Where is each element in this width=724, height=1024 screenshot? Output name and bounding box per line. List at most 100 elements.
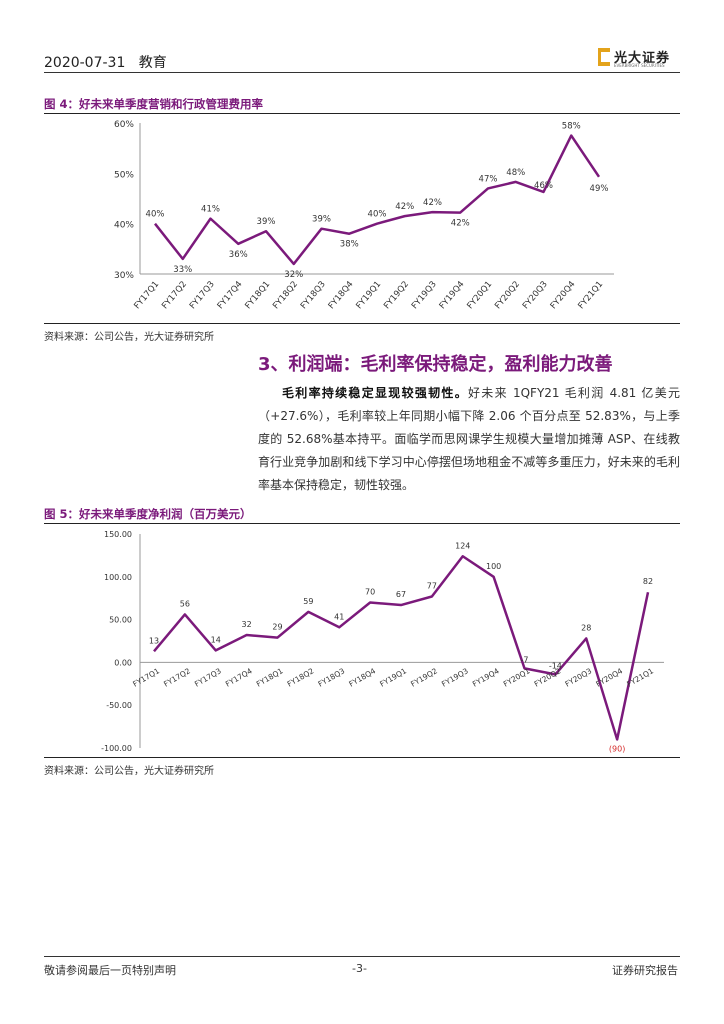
y-tick-label: 100.00	[104, 573, 132, 582]
figure5-title: 图 5：好未来单季度净利润（百万美元）	[44, 507, 252, 521]
x-tick-label: FY17Q4	[216, 280, 245, 312]
data-label: 47%	[479, 174, 498, 184]
paragraph-body: 好未来 1QFY21 毛利润 4.81 亿美元（+27.6%），毛利率较上年同期…	[258, 386, 680, 492]
figure4-chart: 30% 40% 50% 60% 40% FY17Q1 33% FY17Q2 41% FY17Q3 3…	[114, 120, 614, 312]
x-tick-label: FY19Q3	[410, 280, 439, 312]
x-tick-label: FY19Q2	[382, 280, 411, 312]
y-tick-label: 0.00	[114, 658, 132, 667]
figure5-top-rule	[44, 523, 680, 524]
figure5-chart: -100.00 -50.00 0.00 50.00 100.00 150.00 13 FY17…	[101, 530, 664, 753]
brand-logo: 光大证券 EVERBRIGHT SECURITIES	[598, 46, 682, 70]
x-tick-label: FY19Q2	[409, 666, 439, 688]
footer-rule	[44, 956, 680, 957]
data-label: 32%	[284, 270, 303, 280]
y-tick-label: 50.00	[109, 616, 132, 625]
data-label: 39%	[257, 217, 276, 227]
x-tick-label: FY18Q1	[243, 280, 272, 312]
x-tick-label: FY18Q3	[317, 666, 347, 688]
y-tick-label: 50%	[114, 170, 134, 180]
logo-name: 光大证券	[614, 51, 671, 66]
data-label: 40%	[146, 210, 165, 220]
data-label: 49%	[590, 184, 609, 194]
x-tick-label: FY18Q2	[286, 666, 316, 688]
data-label: 42%	[423, 198, 442, 208]
x-tick-label: FY19Q1	[378, 666, 408, 688]
data-label: 38%	[340, 240, 359, 250]
data-label: 42%	[395, 202, 414, 212]
figure5-source: 资料来源：公司公告，光大证券研究所	[44, 766, 214, 777]
section-paragraph: 毛利率持续稳定显现较强韧性。好未来 1QFY21 毛利润 4.81 亿美元（+2…	[258, 382, 680, 497]
data-label: (90)	[609, 744, 625, 753]
data-label: 70	[365, 587, 375, 596]
data-label: 100	[486, 562, 501, 571]
footer-disclaimer: 敬请参阅最后一页特别声明	[44, 964, 176, 977]
x-tick-label: FY19Q1	[354, 280, 383, 312]
x-tick-label: FY18Q2	[271, 280, 300, 312]
y-tick-label: 40%	[114, 221, 134, 231]
x-tick-label: FY17Q3	[193, 666, 223, 688]
x-tick-label: FY17Q2	[162, 666, 192, 688]
data-label: 124	[455, 541, 470, 550]
data-label: 82	[643, 577, 653, 586]
x-tick-label: FY18Q1	[255, 666, 285, 688]
figure4-title: 图 4：好未来单季度营销和行政管理费用率	[44, 97, 264, 111]
x-tick-label: FY19Q4	[471, 666, 501, 688]
data-label: 40%	[368, 210, 387, 220]
data-label: -7	[521, 655, 529, 664]
figure5-bottom-rule	[44, 757, 680, 758]
y-tick-label: 30%	[114, 271, 134, 281]
data-label: 42%	[451, 219, 470, 229]
data-label: 33%	[173, 265, 192, 275]
figure4-top-rule	[44, 113, 680, 114]
data-label: 58%	[562, 122, 581, 132]
footer-page-number: -3-	[352, 962, 367, 975]
x-tick-label: FY20Q1	[465, 280, 494, 312]
x-tick-label: FY17Q1	[132, 280, 161, 312]
footer-doc-type: 证券研究报告	[612, 964, 678, 977]
x-tick-label: FY21Q1	[576, 280, 605, 312]
data-label: 59	[303, 597, 313, 606]
y-tick-label: -50.00	[106, 701, 132, 710]
data-label: 36%	[229, 250, 248, 260]
report-date: 2020-07-31	[44, 55, 126, 71]
x-tick-label: FY17Q1	[131, 666, 161, 688]
report-category: 教育	[138, 55, 167, 71]
x-tick-label: FY17Q4	[224, 666, 254, 688]
data-label: 56	[180, 599, 190, 608]
logo-mark-icon	[598, 48, 610, 66]
report-header: 2020-07-31 教育	[44, 52, 167, 72]
data-label: 13	[149, 636, 159, 645]
x-tick-label: FY18Q4	[327, 280, 356, 312]
series-line	[153, 555, 650, 741]
figure4-source: 资料来源：公司公告，光大证券研究所	[44, 332, 214, 343]
x-tick-label: FY20Q4	[594, 666, 624, 688]
data-label: 77	[427, 581, 437, 590]
paragraph-lead: 毛利率持续稳定显现较强韧性。	[282, 386, 468, 400]
x-tick-label: FY18Q4	[347, 666, 377, 688]
x-tick-label: FY20Q1	[502, 666, 532, 688]
data-label: 41%	[201, 205, 220, 215]
x-tick-label: FY20Q2	[493, 280, 522, 312]
y-tick-label: 60%	[114, 120, 134, 130]
data-label: 46%	[534, 181, 553, 191]
data-label: 29	[272, 623, 282, 632]
x-tick-label: FY17Q3	[188, 280, 217, 312]
x-tick-label: FY19Q3	[440, 666, 470, 688]
figure4-bottom-rule	[44, 323, 680, 324]
data-label: 48%	[506, 168, 525, 178]
data-label: 67	[396, 590, 406, 599]
section-title: 3、利润端：毛利率保持稳定，盈利能力改善	[258, 354, 613, 375]
x-tick-label: FY20Q4	[549, 280, 578, 312]
x-tick-label: FY18Q3	[299, 280, 328, 312]
series-line	[154, 134, 601, 266]
data-label: 28	[581, 623, 591, 632]
x-tick-label: FY20Q3	[521, 280, 550, 312]
data-label: 41	[334, 612, 344, 621]
x-tick-label: FY17Q2	[160, 280, 189, 312]
x-tick-label: FY21Q1	[625, 666, 655, 688]
x-tick-label: FY20Q3	[564, 666, 594, 688]
logo-subtitle: EVERBRIGHT SECURITIES	[614, 63, 665, 68]
data-label: -14	[549, 661, 562, 670]
y-tick-label: 150.00	[104, 530, 132, 539]
header-rule	[44, 72, 680, 73]
